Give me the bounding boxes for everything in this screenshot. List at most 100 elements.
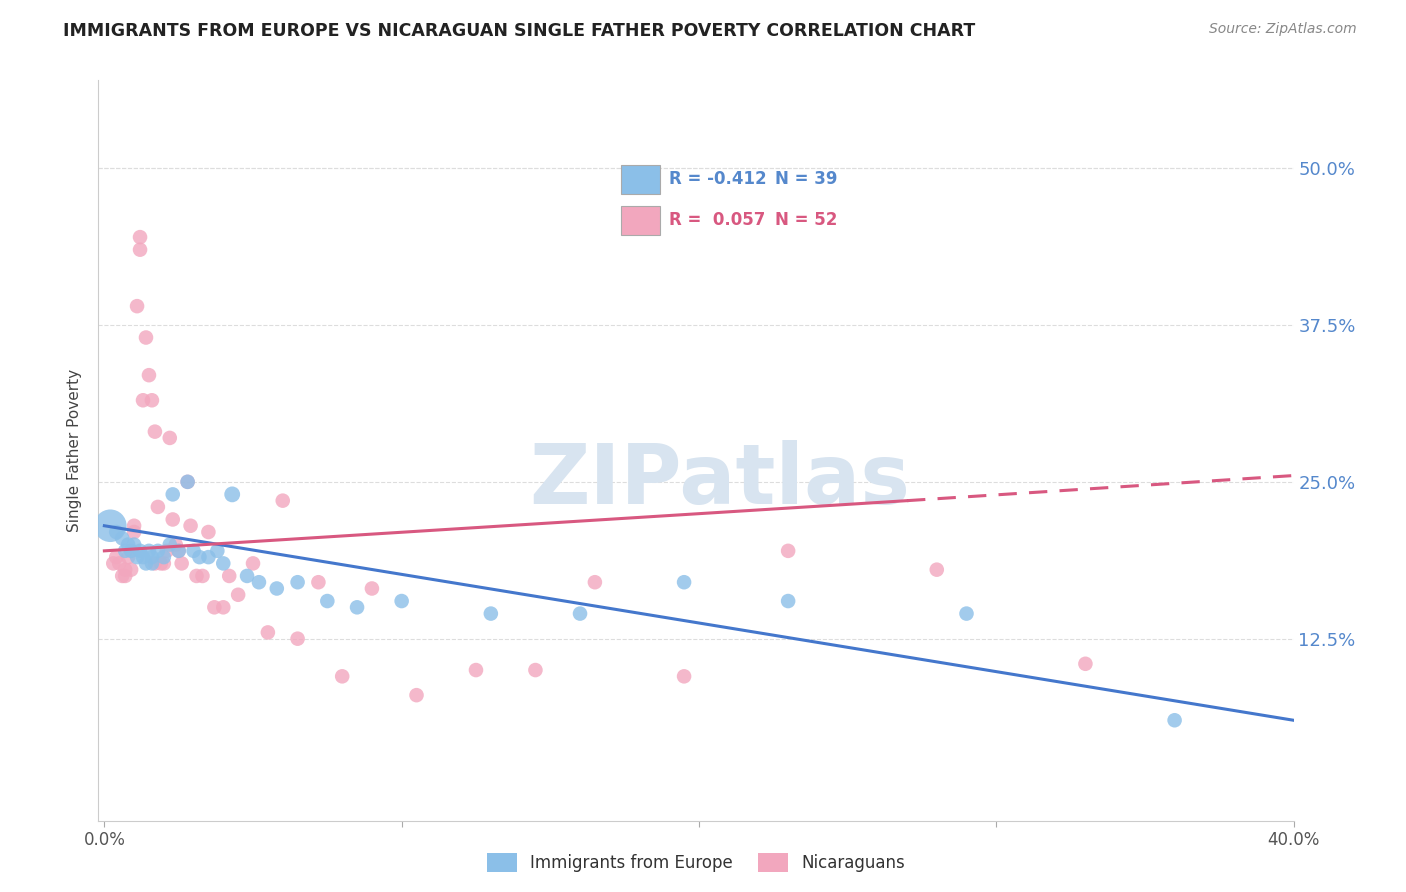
Point [143,557,166,571]
Text: Source: ZipAtlas.com: Source: ZipAtlas.com [1209,22,1357,37]
Text: N = 52: N = 52 [775,211,837,229]
Point [153,550,176,565]
Point [673,669,696,683]
Point [122,524,145,539]
Legend: Immigrants from Europe, Nicaraguans: Immigrants from Europe, Nicaraguans [481,847,911,879]
Point [117,538,139,552]
Point [165,538,187,552]
Point [307,575,329,590]
Point [391,594,413,608]
Bar [621,165,659,194]
Point [925,563,948,577]
Point [247,575,270,590]
Text: ZIPatlas: ZIPatlas [530,440,910,521]
Point [524,663,547,677]
Point [125,550,148,565]
Point [465,663,488,677]
Point [146,544,169,558]
Point [162,487,184,501]
Point [105,524,128,539]
Point [120,544,142,558]
Point [159,431,181,445]
Point [218,569,240,583]
Point [242,557,264,571]
Point [176,475,198,489]
Point [170,557,193,571]
Y-axis label: Single Father Poverty: Single Father Poverty [67,369,83,532]
Point [266,582,288,596]
Bar [621,206,659,235]
Point [212,600,235,615]
Text: IMMIGRANTS FROM EUROPE VS NICARAGUAN SINGLE FATHER POVERTY CORRELATION CHART: IMMIGRANTS FROM EUROPE VS NICARAGUAN SIN… [63,22,976,40]
Point [221,487,243,501]
Point [188,550,211,565]
Point [180,518,202,533]
Point [129,243,152,257]
Point [202,600,225,615]
Point [122,518,145,533]
Point [122,538,145,552]
Point [287,575,309,590]
Point [583,575,606,590]
Point [117,550,139,565]
Point [226,588,249,602]
Point [132,393,155,408]
Point [955,607,977,621]
Point [120,563,142,577]
Point [132,550,155,565]
Point [361,582,384,596]
Point [778,544,800,558]
Point [146,500,169,514]
Point [129,230,152,244]
Point [135,330,157,344]
Text: R =  0.057: R = 0.057 [669,211,765,229]
Point [330,669,353,683]
Point [673,575,696,590]
Point [207,544,229,558]
Text: R = -0.412: R = -0.412 [669,170,766,188]
Point [138,544,160,558]
Point [1163,713,1185,727]
Point [162,512,184,526]
Point [103,557,125,571]
Point [143,425,166,439]
Point [135,557,157,571]
Point [156,544,179,558]
Point [197,550,219,565]
Point [183,544,205,558]
Point [197,524,219,539]
Text: N = 39: N = 39 [775,170,837,188]
Point [287,632,309,646]
Point [236,569,259,583]
Point [114,544,136,558]
Point [111,531,134,545]
Point [114,563,136,577]
Point [479,607,502,621]
Point [153,557,176,571]
Point [778,594,800,608]
Point [141,557,163,571]
Point [125,299,148,313]
Point [405,688,427,702]
Point [167,544,190,558]
Point [108,557,131,571]
Point [176,475,198,489]
Point [105,550,128,565]
Point [1074,657,1097,671]
Point [129,544,152,558]
Point [271,493,294,508]
Point [316,594,339,608]
Point [114,569,136,583]
Point [149,557,172,571]
Point [257,625,280,640]
Point [167,544,190,558]
Point [138,368,160,383]
Point [569,607,592,621]
Point [98,518,121,533]
Point [159,538,181,552]
Point [191,569,214,583]
Point [141,393,163,408]
Point [212,557,235,571]
Point [346,600,368,615]
Point [141,550,163,565]
